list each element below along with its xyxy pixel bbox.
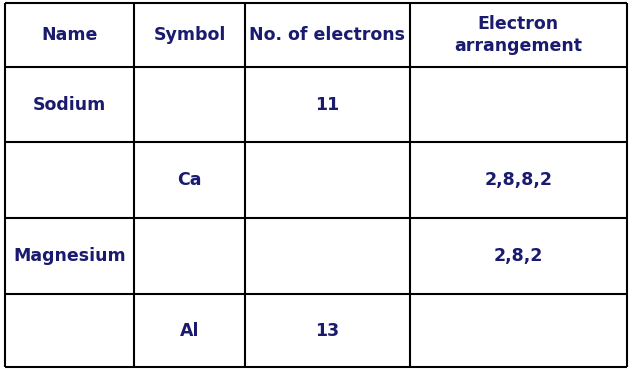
Text: Magnesium: Magnesium [13,247,126,265]
Text: Ca: Ca [178,171,202,189]
Text: Al: Al [180,322,199,340]
Text: 13: 13 [315,322,339,340]
Text: Name: Name [41,26,98,44]
Text: 11: 11 [315,95,339,114]
Text: Symbol: Symbol [154,26,226,44]
Text: Electron
arrangement: Electron arrangement [454,15,582,55]
Text: 2,8,8,2: 2,8,8,2 [484,171,552,189]
Text: Sodium: Sodium [33,95,106,114]
Text: 2,8,2: 2,8,2 [494,247,543,265]
Text: No. of electrons: No. of electrons [250,26,405,44]
